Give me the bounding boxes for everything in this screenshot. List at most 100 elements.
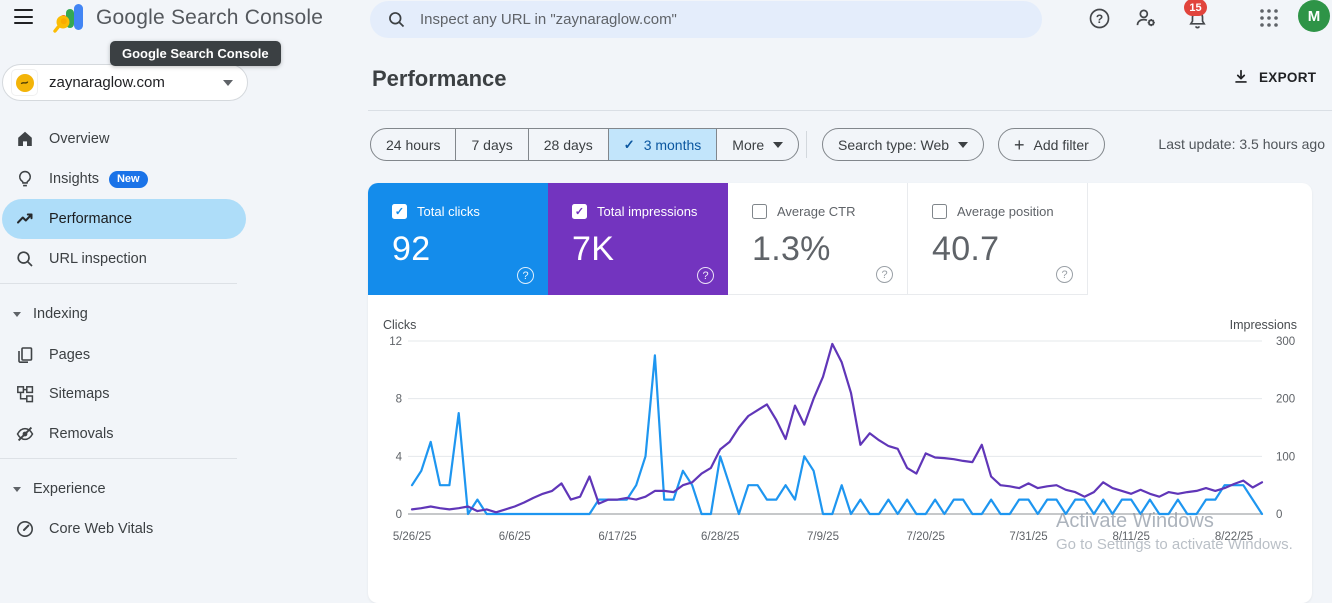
chip-more[interactable]: More — [716, 129, 798, 160]
svg-text:0: 0 — [1276, 509, 1282, 521]
header-divider — [368, 110, 1332, 111]
filter-divider — [806, 131, 807, 158]
metric-value: 7K — [572, 230, 615, 268]
gauge-icon — [15, 519, 35, 539]
sidebar-item-performance[interactable]: Performance — [2, 199, 246, 239]
sidebar-item-removals[interactable]: Removals — [2, 414, 246, 454]
property-selector[interactable]: zaynaraglow.com — [2, 64, 248, 101]
sidebar-item-label: Insights — [49, 171, 99, 187]
svg-text:7/20/25: 7/20/25 — [907, 531, 945, 543]
menu-icon[interactable] — [14, 9, 38, 29]
svg-text:7/31/25: 7/31/25 — [1009, 531, 1047, 543]
trending-up-icon — [15, 209, 35, 229]
checkbox-checked-icon[interactable]: ✓ — [392, 204, 407, 219]
help-icon[interactable]: ? — [876, 266, 893, 283]
metric-card-average-position[interactable]: Average position 40.7 ? — [908, 183, 1088, 295]
last-update-text: Last update: 3.5 hours ago — [1158, 136, 1325, 152]
search-console-logo-icon — [52, 2, 88, 36]
svg-text:300: 300 — [1276, 336, 1295, 348]
checkbox-unchecked-icon[interactable] — [752, 204, 767, 219]
google-apps-grid-icon[interactable] — [1256, 5, 1282, 31]
site-favicon — [12, 70, 37, 95]
manage-users-icon[interactable] — [1133, 5, 1159, 31]
sidebar-item-label: Overview — [49, 131, 110, 147]
chip-7-days[interactable]: 7 days — [455, 129, 527, 160]
sidebar-item-pages[interactable]: Pages — [2, 335, 246, 375]
help-icon[interactable]: ? — [517, 267, 534, 284]
metric-value: 40.7 — [932, 230, 1000, 268]
svg-text:Clicks: Clicks — [383, 318, 416, 332]
account-avatar[interactable]: M — [1298, 0, 1330, 32]
sidebar-item-label: Sitemaps — [49, 386, 110, 402]
plus-icon: + — [1014, 134, 1025, 155]
metric-tiles: ✓ Total clicks 92 ? ✓ Total impressions … — [368, 183, 1312, 295]
svg-text:6/28/25: 6/28/25 — [701, 531, 739, 543]
metric-card-total-impressions[interactable]: ✓ Total impressions 7K ? — [548, 183, 728, 295]
svg-text:12: 12 — [389, 336, 402, 348]
help-icon[interactable]: ? — [1086, 5, 1112, 31]
chevron-down-icon — [958, 141, 969, 148]
performance-line-chart[interactable]: 0 4 8 12 0 100 200 300 5/26/25 6/6/25 6/17/25 6/28/… — [368, 308, 1312, 573]
chip-24-hours[interactable]: 24 hours — [386, 136, 441, 153]
section-label: Indexing — [33, 306, 88, 322]
section-label: Experience — [33, 481, 106, 497]
collapse-caret-icon — [13, 311, 21, 317]
svg-text:5/26/25: 5/26/25 — [393, 531, 431, 543]
download-icon — [1235, 69, 1247, 83]
performance-card: ✓ Total clicks 92 ? ✓ Total impressions … — [368, 183, 1312, 603]
property-domain: zaynaraglow.com — [49, 74, 165, 91]
sidebar-section-experience[interactable]: Experience — [2, 471, 246, 507]
collapse-caret-icon — [13, 486, 21, 492]
metric-value: 1.3% — [752, 230, 831, 268]
chevron-down-icon — [773, 141, 784, 148]
metric-card-average-ctr[interactable]: Average CTR 1.3% ? — [728, 183, 908, 295]
magnifier-icon — [15, 249, 35, 269]
svg-text:8/22/25: 8/22/25 — [1215, 531, 1253, 543]
sidebar-item-insights[interactable]: Insights New — [2, 159, 246, 199]
svg-text:6/6/25: 6/6/25 — [499, 531, 531, 543]
svg-text:200: 200 — [1276, 394, 1295, 406]
export-button[interactable]: EXPORT — [1232, 68, 1316, 86]
notification-count-badge: 15 — [1184, 0, 1207, 16]
sidebar-item-sitemaps[interactable]: Sitemaps — [2, 374, 246, 414]
help-icon[interactable]: ? — [697, 267, 714, 284]
sidebar-divider — [0, 458, 237, 459]
svg-text:8: 8 — [396, 394, 402, 406]
metric-value: 92 — [392, 230, 431, 268]
check-icon: ✓ — [623, 136, 635, 152]
svg-text:Impressions: Impressions — [1230, 318, 1297, 332]
svg-text:0: 0 — [396, 509, 402, 521]
metric-card-total-clicks[interactable]: ✓ Total clicks 92 ? — [368, 183, 548, 295]
pages-icon — [15, 345, 35, 365]
new-badge: New — [108, 170, 148, 188]
search-icon — [389, 12, 405, 28]
date-range-chip-group: 24 hours 7 days 28 days ✓ 3 months More — [370, 128, 800, 161]
checkbox-checked-icon[interactable]: ✓ — [572, 204, 587, 219]
help-icon[interactable]: ? — [1056, 266, 1073, 283]
lightbulb-icon — [15, 169, 35, 189]
sidebar-section-indexing[interactable]: Indexing — [2, 296, 246, 332]
search-type-dropdown[interactable]: Search type: Web — [822, 128, 985, 161]
svg-text:8/11/25: 8/11/25 — [1112, 531, 1150, 543]
sidebar-item-core-web-vitals[interactable]: Core Web Vitals — [2, 509, 246, 549]
add-filter-button[interactable]: + Add filter — [998, 128, 1105, 161]
top-app-bar: Google Search Console ? — [0, 0, 1332, 44]
home-icon — [15, 129, 35, 149]
url-inspect-input[interactable] — [420, 11, 1042, 28]
sidebar-item-overview[interactable]: Overview — [2, 119, 246, 159]
svg-text:7/9/25: 7/9/25 — [807, 531, 839, 543]
sidebar-item-label: Core Web Vitals — [49, 521, 154, 537]
svg-text:6/17/25: 6/17/25 — [598, 531, 636, 543]
eye-off-icon — [15, 424, 35, 444]
url-inspect-searchbar[interactable] — [370, 1, 1042, 38]
chevron-down-icon — [223, 79, 233, 86]
sitemap-tree-icon — [15, 384, 35, 404]
product-name: Google Search Console — [96, 6, 324, 29]
chip-3-months[interactable]: ✓ 3 months — [607, 129, 717, 160]
chip-28-days[interactable]: 28 days — [527, 129, 608, 160]
svg-text:4: 4 — [396, 451, 403, 463]
sidebar-item-label: Performance — [49, 211, 133, 227]
sidebar-item-url-inspection[interactable]: URL inspection — [2, 239, 246, 279]
checkbox-unchecked-icon[interactable] — [932, 204, 947, 219]
svg-text:?: ? — [1095, 11, 1102, 25]
